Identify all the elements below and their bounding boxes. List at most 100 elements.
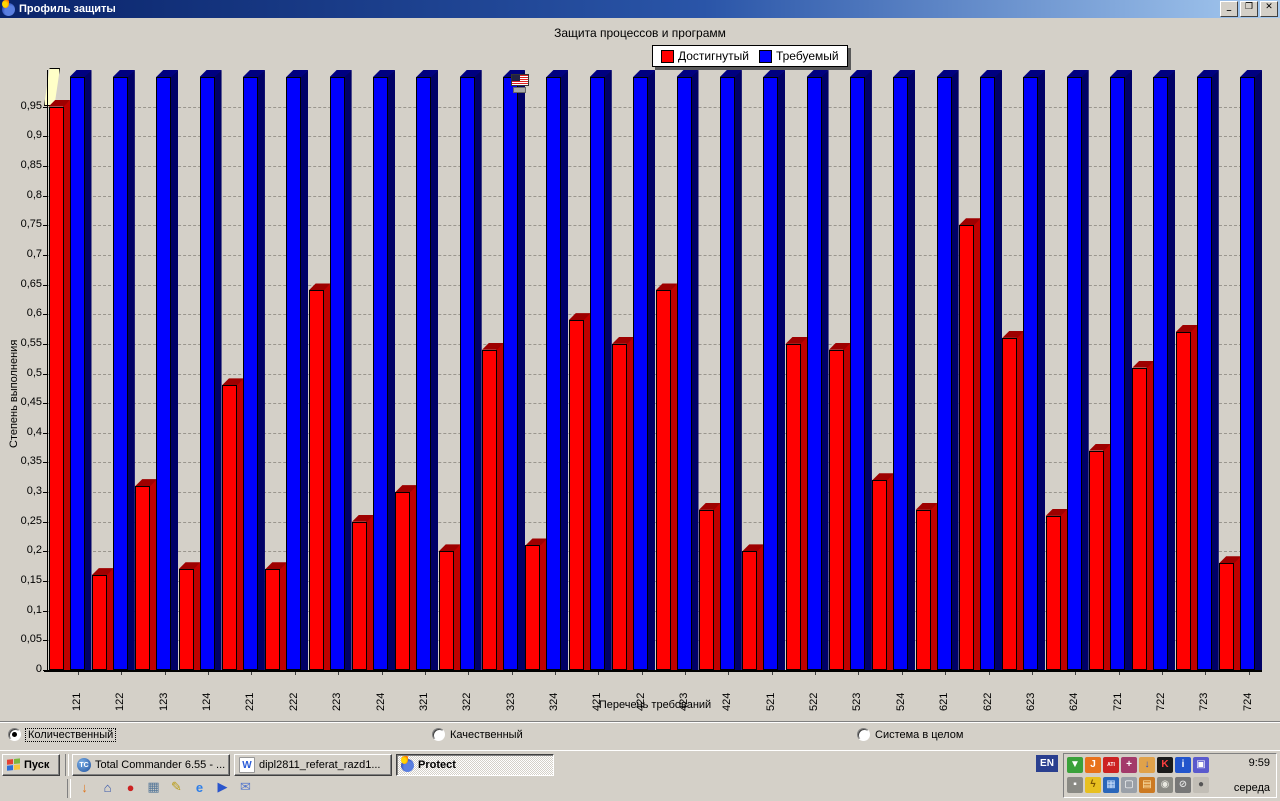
y-tick-mark — [43, 521, 48, 523]
language-indicator[interactable]: EN — [1036, 755, 1058, 772]
bar-side-face — [907, 70, 916, 670]
book-icon[interactable]: ▤ — [1139, 776, 1155, 793]
bar-top-face — [1045, 508, 1068, 516]
antivirus-shield-icon[interactable]: + — [1121, 756, 1137, 773]
media-player-icon[interactable]: ▶ — [217, 779, 228, 794]
radio-option-1[interactable]: Количественный — [8, 727, 117, 742]
bar-top-face — [1066, 70, 1089, 77]
radio-circle[interactable] — [432, 728, 445, 741]
bar-required-422 — [633, 70, 656, 670]
bar-side-face — [192, 562, 201, 670]
radio-option-2[interactable]: Качественный — [432, 728, 523, 741]
ati-icon[interactable]: ATI — [1103, 756, 1119, 773]
bar-top-face — [329, 70, 352, 77]
y-tick-label: 0,65 — [20, 277, 42, 290]
bar-top-face — [48, 99, 71, 107]
close-button[interactable]: ✕ — [1260, 1, 1278, 17]
bar-required-724 — [1240, 70, 1263, 670]
radio-option-3[interactable]: Система в целом — [857, 728, 963, 741]
network-icon[interactable]: ▣ — [1193, 756, 1209, 773]
pen-icon[interactable]: ✎ — [171, 779, 182, 794]
bar-side-face — [863, 70, 872, 670]
restore-button[interactable]: ❐ — [1240, 1, 1258, 17]
power-plug-icon[interactable]: ▪ — [1067, 776, 1083, 793]
bar-achieved-221 — [221, 378, 244, 670]
bar-front-face — [676, 77, 692, 670]
bar-front-face — [915, 509, 931, 670]
x-tick-mark — [251, 671, 253, 675]
legend-label-required: Требуемый — [775, 49, 839, 63]
bar-achieved-122 — [91, 568, 114, 670]
clock[interactable]: 9:59 — [1248, 757, 1270, 769]
minimize-button[interactable]: _ — [1220, 1, 1238, 17]
x-category-label: 621 — [938, 692, 951, 711]
info-icon[interactable]: i — [1175, 756, 1191, 773]
bar-front-face — [1066, 77, 1082, 670]
bar-top-face — [546, 70, 569, 77]
home-icon[interactable]: ⌂ — [103, 779, 112, 795]
y-tick-mark — [43, 254, 48, 256]
y-tick-mark — [43, 581, 48, 583]
bar-top-face — [1240, 70, 1263, 77]
x-category-label: 722 — [1154, 692, 1167, 711]
mouse-icon[interactable]: ● — [1193, 776, 1209, 793]
bar-front-face — [1089, 450, 1105, 670]
bar-side-face — [1103, 443, 1112, 670]
user-switch-icon[interactable]: ↓ — [81, 779, 88, 795]
opera-icon[interactable]: ● — [126, 779, 135, 795]
bar-side-face — [149, 479, 158, 670]
bar-top-face — [221, 378, 244, 386]
x-category-label: 223 — [331, 692, 344, 711]
mail-icon[interactable]: ✉ — [240, 779, 251, 794]
task-button-total-commander-icon[interactable]: TC Total Commander 6.55 - ... — [72, 754, 230, 776]
card-reader-icon[interactable]: ▼ — [1067, 756, 1083, 773]
x-tick-mark — [815, 671, 817, 675]
task-button-torch-icon[interactable]: Protect — [396, 754, 554, 776]
java-icon[interactable]: J — [1085, 756, 1101, 773]
radio-circle[interactable] — [8, 728, 21, 741]
bar-top-face — [1196, 70, 1219, 77]
bar-top-face — [308, 283, 331, 291]
bar-top-face — [959, 218, 981, 226]
tv-window-icon[interactable]: ▦ — [147, 779, 160, 794]
bar-top-face — [872, 473, 895, 481]
monitor-chart-icon[interactable]: ▦ — [1103, 776, 1119, 793]
kaspersky-icon[interactable]: K — [1157, 756, 1173, 773]
x-tick-mark — [901, 671, 903, 675]
window-icon[interactable]: ▢ — [1121, 776, 1137, 793]
x-tick-mark — [598, 671, 600, 675]
y-tick-mark — [43, 492, 48, 494]
lightning-icon[interactable]: ϟ — [1085, 776, 1101, 793]
bar-side-face — [756, 544, 765, 670]
user-update-icon[interactable]: ↓ — [1139, 756, 1155, 773]
x-tick-mark — [554, 671, 556, 675]
x-category-label: 721 — [1111, 692, 1124, 711]
speaker-icon[interactable]: ◉ — [1157, 776, 1173, 793]
radio-circle[interactable] — [857, 728, 870, 741]
y-tick-label: 0 — [35, 663, 42, 675]
blocked-icon[interactable]: ⊘ — [1175, 776, 1191, 793]
bar-required-223 — [329, 70, 352, 670]
x-tick-mark — [1161, 671, 1163, 675]
bar-side-face — [973, 218, 981, 670]
internet-explorer-icon[interactable]: e — [195, 779, 204, 795]
bar-front-face — [785, 343, 801, 670]
bar-side-face — [105, 568, 114, 670]
y-tick-mark — [43, 403, 48, 405]
bar-side-face — [626, 336, 635, 670]
bar-side-face — [1189, 325, 1198, 670]
bar-front-face — [763, 77, 779, 670]
bar-achieved-124 — [178, 562, 201, 670]
bar-front-face — [893, 77, 909, 670]
bar-top-face — [742, 544, 765, 552]
bar-front-face — [1196, 77, 1212, 670]
bar-top-face — [719, 70, 742, 77]
start-button[interactable]: Пуск — [2, 754, 60, 776]
bar-top-face — [352, 514, 374, 522]
bar-front-face — [135, 486, 151, 670]
bar-side-face — [1233, 556, 1242, 670]
x-category-label: 321 — [417, 692, 430, 711]
bar-front-face — [91, 575, 107, 670]
